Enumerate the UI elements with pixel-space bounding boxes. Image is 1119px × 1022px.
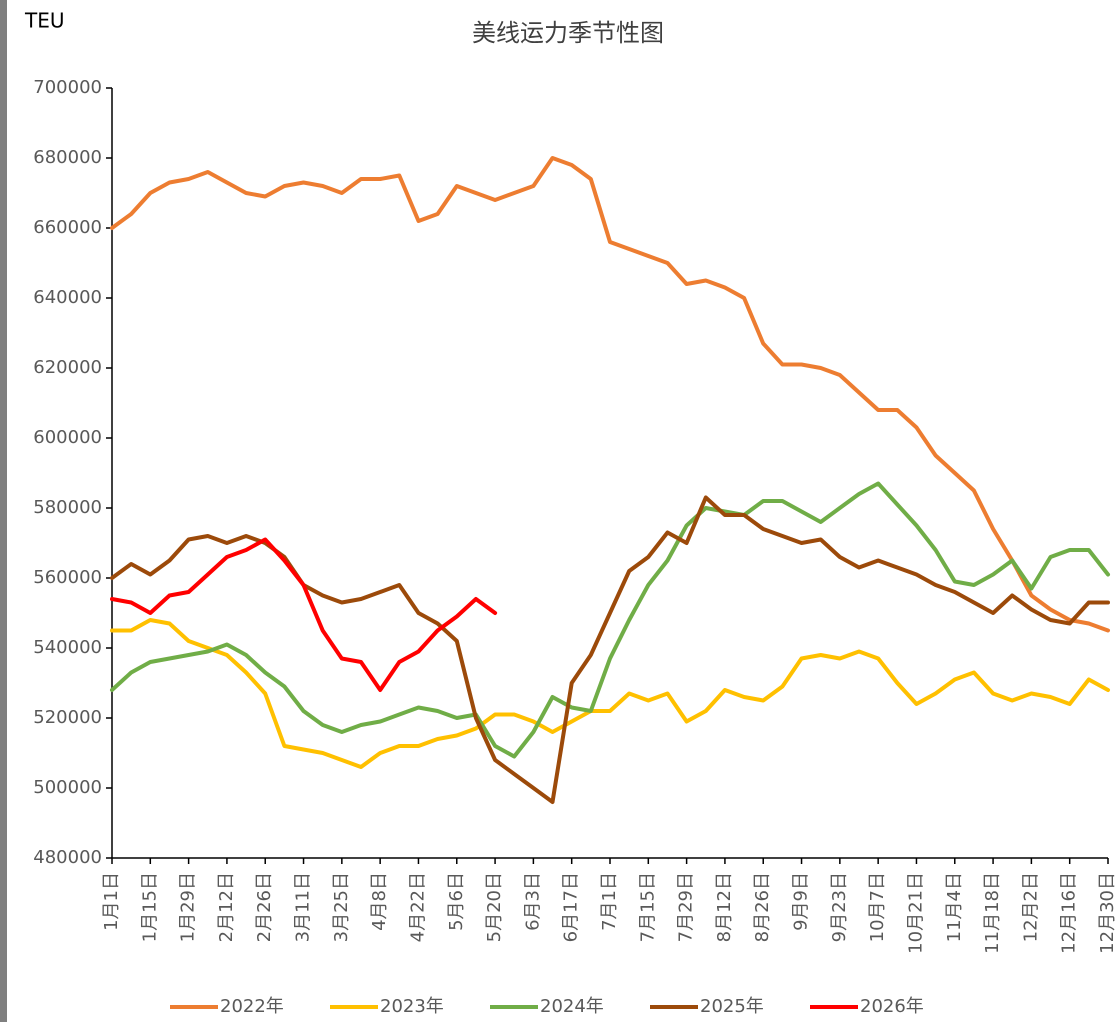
y-tick-label: 680000 — [33, 147, 102, 168]
x-tick-label: 9月9日 — [791, 872, 812, 931]
y-tick-label: 660000 — [33, 217, 102, 238]
x-tick-label: 10月21日 — [905, 872, 926, 954]
y-tick-label: 600000 — [33, 427, 102, 448]
x-tick-label: 12月30日 — [1097, 872, 1118, 954]
y-tick-label: 540000 — [33, 637, 102, 658]
x-tick-label: 2月26日 — [254, 872, 275, 942]
y-tick-label: 640000 — [33, 287, 102, 308]
legend-label: 2026年 — [860, 996, 924, 1017]
y-tick-label: 620000 — [33, 357, 102, 378]
x-tick-label: 11月4日 — [944, 872, 965, 942]
x-tick-label: 6月3日 — [522, 872, 543, 931]
x-tick-label: 5月20日 — [484, 872, 505, 942]
y-tick-label: 580000 — [33, 497, 102, 518]
series-line — [110, 481, 1110, 759]
x-tick-label: 8月12日 — [714, 872, 735, 942]
y-tick-label: 560000 — [33, 567, 102, 588]
x-tick-label: 9月23日 — [829, 872, 850, 942]
x-tick-label: 2月12日 — [216, 872, 237, 942]
y-tick-label: 520000 — [33, 707, 102, 728]
series-line — [110, 618, 1110, 769]
x-tick-label: 5月6日 — [446, 872, 467, 931]
y-tick-label: 480000 — [33, 847, 102, 868]
x-tick-label: 4月8日 — [369, 872, 390, 931]
left-border — [0, 0, 7, 1022]
legend-label: 2022年 — [220, 996, 284, 1017]
x-tick-label: 3月25日 — [331, 872, 352, 942]
legend-label: 2024年 — [540, 996, 604, 1017]
x-tick-label: 4月22日 — [407, 872, 428, 942]
x-tick-label: 7月15日 — [637, 872, 658, 942]
x-tick-label: 3月11日 — [293, 872, 314, 942]
x-tick-label: 12月16日 — [1059, 872, 1080, 954]
legend-label: 2023年 — [380, 996, 444, 1017]
x-tick-label: 1月29日 — [178, 872, 199, 942]
x-tick-label: 1月1日 — [101, 872, 122, 931]
series-line — [110, 156, 1110, 633]
chart-title: 美线运力季节性图 — [472, 19, 664, 47]
y-tick-label: 500000 — [33, 777, 102, 798]
x-tick-label: 1月15日 — [139, 872, 160, 942]
x-tick-label: 7月1日 — [599, 872, 620, 931]
x-tick-label: 12月2日 — [1020, 872, 1041, 942]
legend-label: 2025年 — [700, 996, 764, 1017]
y-tick-label: 700000 — [33, 77, 102, 98]
x-tick-label: 8月26日 — [752, 872, 773, 942]
x-tick-label: 10月7日 — [867, 872, 888, 942]
x-tick-label: 11月18日 — [982, 872, 1003, 954]
x-tick-label: 7月29日 — [676, 872, 697, 942]
x-tick-label: 6月17日 — [561, 872, 582, 942]
y-axis-unit: TEU — [24, 9, 65, 33]
series-line — [110, 537, 498, 692]
